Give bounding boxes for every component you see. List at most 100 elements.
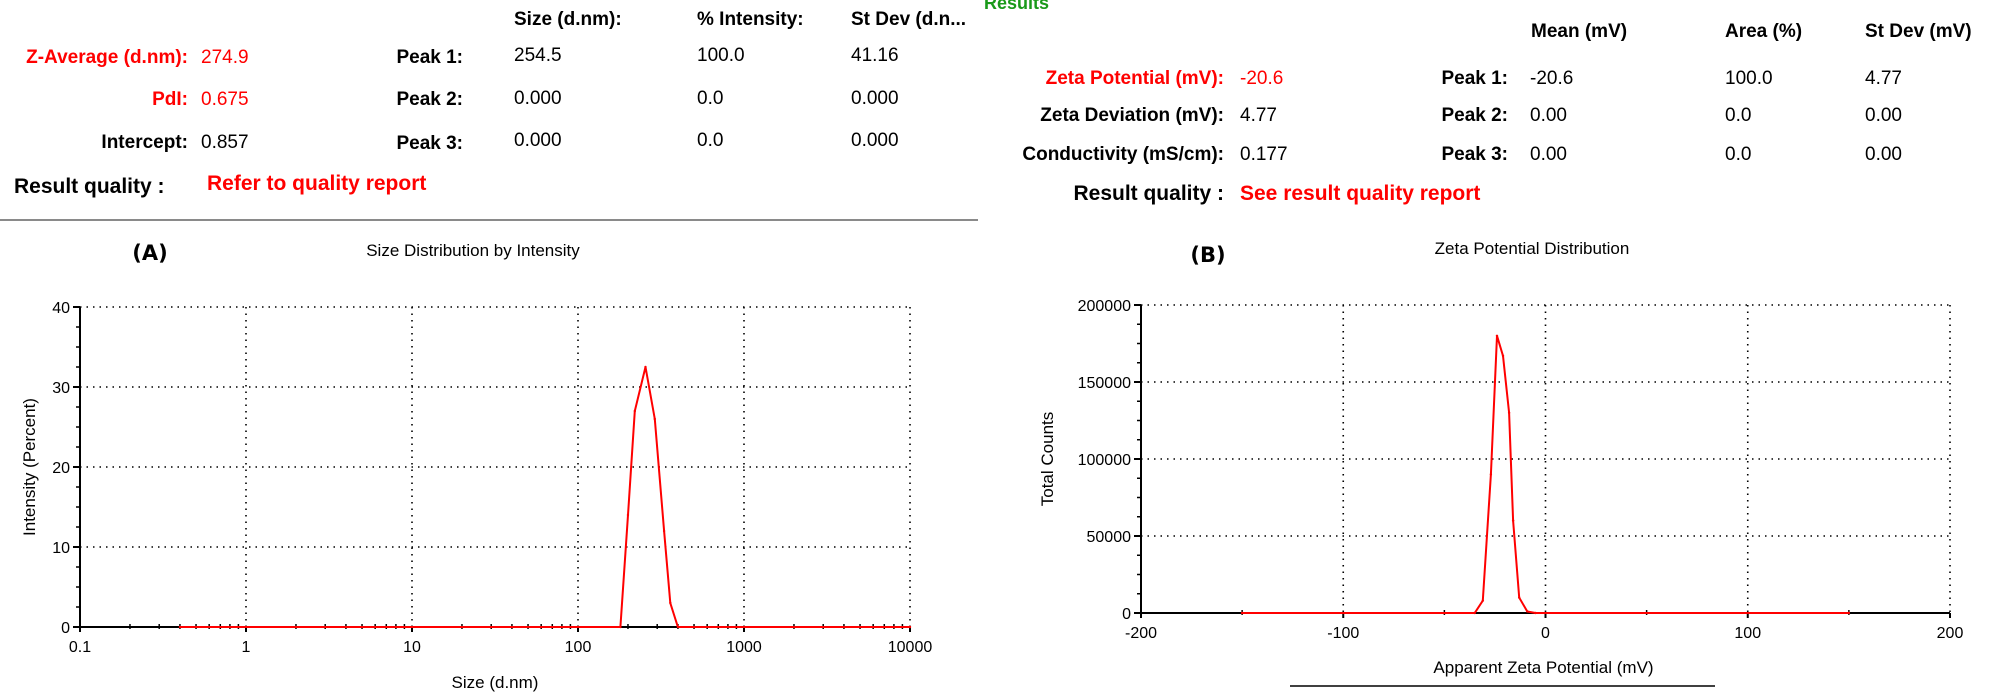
size-quality-link[interactable]: Refer to quality report [207, 172, 427, 195]
size-panel-label: (A) [132, 241, 167, 265]
zeta-data-point-0-0 [1240, 611, 1244, 615]
size-xtick-label-2: 10 [403, 639, 421, 656]
zeta-xtick-label-0: -200 [1125, 625, 1157, 642]
zeta-chart-title: Zeta Potential Distribution [1435, 239, 1630, 258]
size-peak2-label: Peak 2: [396, 89, 463, 110]
size-ytick-label-3: 30 [52, 380, 70, 397]
size-peak1-stdev: 41.16 [851, 45, 899, 66]
zeta-ytick-label-0: 0 [1122, 606, 1131, 623]
zeta-peak2-label: Peak 2: [1441, 105, 1508, 126]
size-header: Size (d.nm): [514, 9, 622, 30]
size-peak1-intensity: 100.0 [697, 45, 745, 66]
zeta-data-point-0-5 [1501, 354, 1505, 358]
size-xtick-label-4: 1000 [726, 639, 762, 656]
size-xtick-label-3: 100 [565, 639, 592, 656]
size-peak3-label: Peak 3: [396, 133, 463, 154]
zeta-xtick-label-3: 100 [1734, 625, 1761, 642]
size-data-point-0-3 [633, 409, 637, 413]
size-peak1-size: 254.5 [514, 45, 562, 66]
zeta-data-point-0-10 [1534, 611, 1537, 615]
zeta-peak2-mean: 0.00 [1530, 105, 1567, 126]
size-data-point-0-2 [626, 513, 630, 517]
zeta-data-point-0-3 [1489, 473, 1493, 476]
zeta-y-axis-label: Total Counts [1038, 412, 1057, 507]
zeta-panel-label: (B) [1190, 243, 1225, 267]
size-xtick-label-1: 1 [242, 639, 251, 656]
size-divider [0, 219, 978, 221]
size-peak3-intensity: 0.0 [697, 130, 724, 151]
size-data-point-0-1 [619, 625, 622, 629]
zeta-peak3-label: Peak 3: [1441, 144, 1508, 165]
size-x-axis-label: Size (d.nm) [452, 673, 539, 692]
size-data-point-0-0 [178, 625, 182, 629]
size-data-point-0-5 [653, 417, 656, 421]
zeta-peak3-mean: 0.00 [1530, 144, 1567, 165]
size-data-point-0-8 [676, 625, 680, 629]
size-peak1-label: Peak 1: [396, 47, 463, 68]
size-ytick-label-0: 0 [61, 620, 70, 637]
size-ytick-label-4: 40 [52, 300, 70, 317]
size-series-line-0 [179, 366, 910, 628]
zeta-peak3-area: 0.0 [1725, 144, 1752, 165]
zeta-data-point-0-11 [1847, 611, 1851, 615]
size-xtick-label-5: 10000 [888, 639, 933, 656]
zeta-stdev-header: St Dev (mV) [1865, 21, 1972, 42]
size-peak2-size: 0.000 [514, 88, 562, 109]
zaverage-value: 274.9 [201, 47, 249, 68]
zeta-deviation-label: Zeta Deviation (mV): [1040, 105, 1224, 126]
size-y-axis-label: Intensity (Percent) [20, 398, 39, 536]
conductivity-label: Conductivity (mS/cm): [1022, 144, 1224, 165]
zeta-peak1-area: 100.0 [1725, 68, 1773, 89]
size-peak3-size: 0.000 [514, 130, 562, 151]
zeta-data-point-0-2 [1481, 599, 1485, 602]
zeta-peak2-stdev: 0.00 [1865, 105, 1902, 126]
zeta-peak2-area: 0.0 [1725, 105, 1752, 126]
zeta-mean-header: Mean (mV) [1531, 21, 1628, 42]
zeta-potential-label: Zeta Potential (mV): [1045, 68, 1224, 89]
zaverage-label: Z-Average (d.nm): [26, 47, 188, 68]
size-data-point-0-4 [644, 365, 647, 369]
zeta-xtick-label-2: 0 [1541, 625, 1550, 642]
size-xtick-label-0: 0.1 [69, 639, 91, 656]
zeta-x-axis-label: Apparent Zeta Potential (mV) [1433, 658, 1653, 677]
pdi-value: 0.675 [201, 89, 249, 110]
size-data-point-0-6 [662, 529, 666, 533]
zeta-quality-link[interactable]: See result quality report [1240, 182, 1481, 205]
intercept-label: Intercept: [101, 132, 188, 153]
intercept-value: 0.857 [201, 132, 249, 153]
size-peak3-stdev: 0.000 [851, 130, 899, 151]
zeta-series-line-0 [1242, 335, 1849, 614]
zeta-ytick-label-3: 150000 [1078, 375, 1131, 392]
zeta-area-header: Area (%) [1725, 21, 1803, 42]
zeta-deviation-value: 4.77 [1240, 105, 1277, 126]
size-ytick-label-1: 10 [52, 540, 70, 557]
size-data-point-0-9 [908, 625, 912, 629]
size-stdev-header: St Dev (d.n... [851, 9, 967, 30]
zeta-data-point-0-7 [1511, 519, 1515, 522]
zeta-xtick-label-4: 200 [1937, 625, 1964, 642]
zeta-peak1-stdev: 4.77 [1865, 68, 1902, 89]
size-ytick-label-2: 20 [52, 460, 70, 477]
conductivity-value: 0.177 [1240, 144, 1288, 165]
size-quality-label: Result quality : [14, 175, 165, 198]
zeta-ytick-label-1: 50000 [1087, 529, 1132, 546]
zeta-xtick-label-1: -100 [1327, 625, 1359, 642]
size-peak2-intensity: 0.0 [697, 88, 724, 109]
zeta-data-point-0-8 [1518, 596, 1521, 599]
zeta-data-point-0-4 [1495, 334, 1499, 337]
zeta-peak3-stdev: 0.00 [1865, 144, 1902, 165]
zeta-peak1-mean: -20.6 [1530, 68, 1574, 89]
size-peak2-stdev: 0.000 [851, 88, 899, 109]
zeta-data-point-0-1 [1473, 611, 1476, 615]
size-data-point-0-7 [669, 601, 672, 605]
zeta-data-point-0-9 [1526, 610, 1529, 613]
intensity-header: % Intensity: [697, 9, 804, 30]
zeta-quality-label: Result quality : [1073, 182, 1224, 205]
pdi-label: PdI: [152, 89, 188, 110]
zeta-data-point-0-6 [1507, 411, 1511, 414]
zeta-ytick-label-4: 200000 [1078, 298, 1131, 315]
zeta-ytick-label-2: 100000 [1078, 452, 1131, 469]
zeta-peak1-label: Peak 1: [1441, 68, 1508, 89]
zeta-potential-value: -20.6 [1240, 68, 1284, 89]
